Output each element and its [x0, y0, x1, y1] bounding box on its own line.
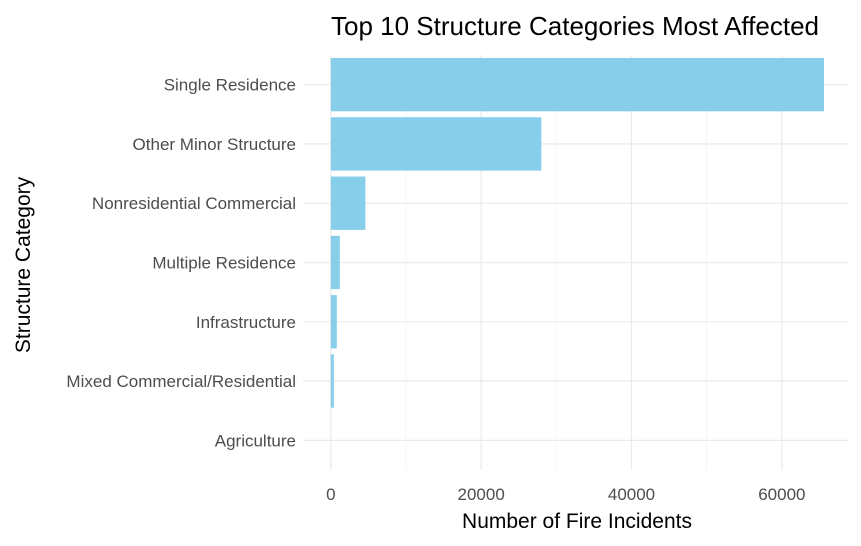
bar: [330, 295, 337, 349]
bars: [330, 57, 824, 408]
x-tick-label: 20000: [458, 485, 505, 504]
x-tick-label: 0: [326, 485, 335, 504]
y-tick-label: Mixed Commercial/Residential: [66, 372, 296, 391]
y-tick-label: Infrastructure: [196, 313, 296, 332]
bar: [330, 235, 340, 290]
bar: [330, 354, 334, 408]
y-tick-label: Multiple Residence: [152, 254, 296, 273]
x-tick-labels: 0 20000 40000 60000: [326, 485, 805, 504]
bar: [330, 57, 824, 112]
y-tick-label: Nonresidential Commercial: [92, 194, 296, 213]
x-axis-title: Number of Fire Incidents: [462, 510, 692, 533]
y-tick-label: Other Minor Structure: [133, 135, 296, 154]
chart-title: Top 10 Structure Categories Most Affecte…: [331, 11, 819, 41]
y-tick-label: Single Residence: [164, 76, 296, 95]
x-tick-label: 40000: [608, 485, 655, 504]
grid-lines: [303, 55, 848, 470]
bar: [330, 117, 542, 171]
y-tick-label: Agriculture: [215, 431, 296, 450]
x-tick-label: 60000: [758, 485, 805, 504]
y-axis-title: Structure Category: [12, 176, 35, 353]
y-tick-labels: Single Residence Other Minor Structure Non…: [66, 76, 296, 451]
bar: [330, 176, 366, 230]
